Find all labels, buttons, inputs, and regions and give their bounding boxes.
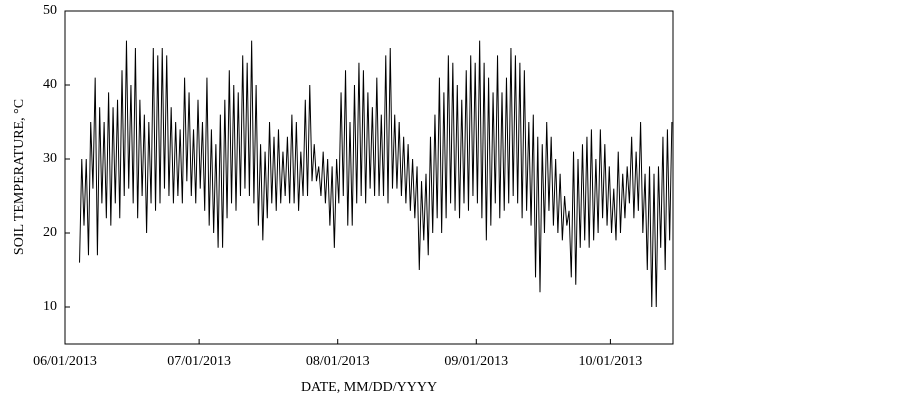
x-tick-label: 07/01/2013 xyxy=(167,354,231,369)
y-tick-label: 40 xyxy=(43,77,57,92)
x-axis-title: DATE, MM/DD/YYYY xyxy=(301,380,437,395)
x-tick-label: 08/01/2013 xyxy=(306,354,370,369)
y-tick-label: 20 xyxy=(43,225,57,240)
y-axis-title: SOIL TEMPERATURE, °C xyxy=(12,99,27,255)
plot-frame xyxy=(64,10,674,345)
x-tick-label: 06/01/2013 xyxy=(33,354,97,369)
y-tick-label: 30 xyxy=(43,151,57,166)
x-tick-label: 10/01/2013 xyxy=(579,354,643,369)
y-tick-label: 10 xyxy=(43,299,57,314)
temperature-line xyxy=(79,40,673,308)
x-tick-label: 09/01/2013 xyxy=(444,354,508,369)
y-tick-label: 50 xyxy=(43,3,57,18)
